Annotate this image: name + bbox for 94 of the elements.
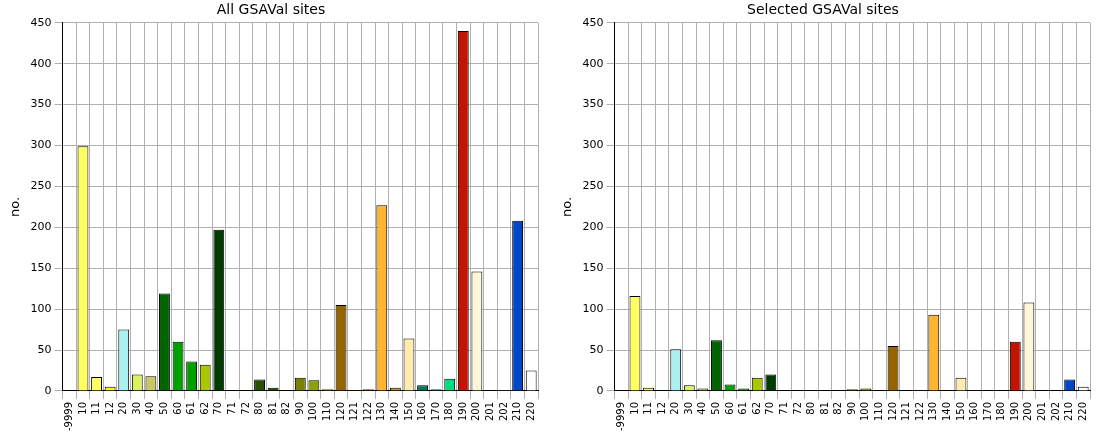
x-tick-label: 130 <box>927 401 939 422</box>
x-tick-label: 201 <box>1036 401 1048 422</box>
y-tick-label: 250 <box>582 179 604 193</box>
y-tick-label: 300 <box>30 138 52 152</box>
x-tick-label: -9999 <box>62 401 74 431</box>
y-tick-label: 150 <box>30 261 52 275</box>
y-tick-label: 350 <box>30 97 52 111</box>
y-tick-label: 300 <box>582 138 604 152</box>
x-tick-label: 210 <box>1063 401 1075 422</box>
x-tick-label: 61 <box>737 401 749 415</box>
x-tick-label: 220 <box>524 401 536 422</box>
x-tick-label: 10 <box>628 401 640 415</box>
x-tick-label: 71 <box>777 401 789 415</box>
x-tick-label: 120 <box>886 401 898 422</box>
x-tick-label: 202 <box>497 401 509 422</box>
y-tick-label: 0 <box>596 383 604 397</box>
x-tick-label: 180 <box>995 401 1007 422</box>
x-tick-label: 20 <box>669 401 681 415</box>
x-tick-label: 60 <box>171 401 183 415</box>
x-tick-label: 70 <box>764 401 776 415</box>
x-tick-label: 12 <box>655 401 667 415</box>
x-tick-label: 100 <box>859 401 871 422</box>
x-tick-label: 40 <box>696 401 708 415</box>
x-tick-label: 220 <box>1076 401 1088 422</box>
x-tick-label: 62 <box>750 401 762 415</box>
x-tick-label: 121 <box>900 401 912 422</box>
y-tick-label: 450 <box>582 15 604 29</box>
x-tick-label: 72 <box>239 401 251 415</box>
x-tick-label: 82 <box>280 401 292 415</box>
x-tick-label: 82 <box>832 401 844 415</box>
x-tick-label: 50 <box>158 401 170 415</box>
x-tick-label: 20 <box>117 401 129 415</box>
x-tick-label: 110 <box>873 401 885 422</box>
x-tick-label: 90 <box>293 401 305 415</box>
y-tick-label: 100 <box>30 301 52 315</box>
x-tick-label: 160 <box>968 401 980 422</box>
x-tick-label: 120 <box>334 401 346 422</box>
x-tick-label: 72 <box>791 401 803 415</box>
x-tick-label: 61 <box>185 401 197 415</box>
y-tick-label: 200 <box>582 220 604 234</box>
x-tick-label: 40 <box>144 401 156 415</box>
chart-title: All GSAVal sites <box>216 1 326 18</box>
x-tick-label: 180 <box>443 401 455 422</box>
x-tick-label: 201 <box>484 401 496 422</box>
y-tick-label: 100 <box>582 301 604 315</box>
x-tick-label: 80 <box>805 401 817 415</box>
x-tick-label: 190 <box>1008 401 1020 422</box>
x-tick-label: 200 <box>1022 401 1034 422</box>
x-tick-label: -9999 <box>614 401 626 431</box>
y-tick-label: 350 <box>582 97 604 111</box>
x-tick-label: 71 <box>225 401 237 415</box>
x-tick-label: 150 <box>954 401 966 422</box>
x-tick-label: 100 <box>307 401 319 422</box>
y-tick-label: 150 <box>582 261 604 275</box>
x-tick-label: 70 <box>212 401 224 415</box>
x-tick-label: 60 <box>723 401 735 415</box>
x-tick-label: 12 <box>103 401 115 415</box>
x-tick-label: 202 <box>1049 401 1061 422</box>
x-tick-label: 110 <box>321 401 333 422</box>
x-tick-label: 170 <box>981 401 993 422</box>
x-tick-label: 10 <box>76 401 88 415</box>
y-tick-label: 200 <box>30 220 52 234</box>
x-tick-label: 140 <box>388 401 400 422</box>
y-tick-label: 450 <box>30 15 52 29</box>
y-tick-label: 50 <box>589 342 604 356</box>
y-tick-label: 250 <box>30 179 52 193</box>
y-tick-label: 400 <box>30 56 52 70</box>
x-tick-label: 160 <box>416 401 428 422</box>
y-axis-title: no. <box>7 196 23 217</box>
x-tick-label: 81 <box>266 401 278 415</box>
y-axis-title: no. <box>559 196 575 217</box>
x-tick-label: 30 <box>130 401 142 415</box>
y-tick-label: 0 <box>44 383 52 397</box>
x-tick-label: 210 <box>511 401 523 422</box>
x-tick-label: 11 <box>642 401 654 415</box>
x-tick-label: 122 <box>361 401 373 422</box>
x-tick-label: 130 <box>375 401 387 422</box>
x-tick-label: 200 <box>470 401 482 422</box>
x-tick-label: 62 <box>198 401 210 415</box>
y-tick-label: 400 <box>582 56 604 70</box>
x-tick-label: 81 <box>818 401 830 415</box>
y-tick-label: 50 <box>37 342 52 356</box>
x-tick-label: 170 <box>429 401 441 422</box>
x-tick-label: 121 <box>348 401 360 422</box>
x-tick-label: 11 <box>90 401 102 415</box>
x-tick-label: 30 <box>682 401 694 415</box>
x-tick-label: 50 <box>710 401 722 415</box>
x-tick-label: 190 <box>456 401 468 422</box>
chart-title: Selected GSAVal sites <box>747 1 899 18</box>
x-tick-label: 140 <box>940 401 952 422</box>
x-tick-label: 90 <box>845 401 857 415</box>
x-tick-label: 122 <box>913 401 925 422</box>
x-tick-label: 150 <box>402 401 414 422</box>
x-tick-label: 80 <box>253 401 265 415</box>
